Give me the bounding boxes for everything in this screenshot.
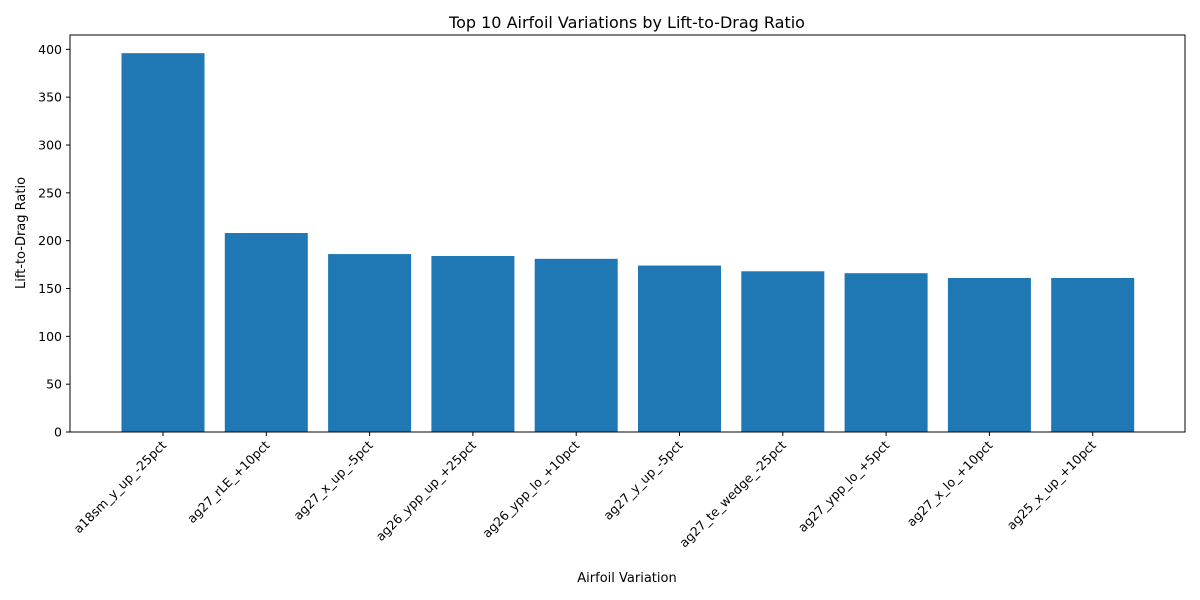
x-tick-label: ag27_x_lo_+10pct	[904, 437, 996, 529]
bar	[328, 254, 412, 432]
x-tick-label: ag25_x_up_+10pct	[1004, 437, 1099, 532]
bar	[947, 277, 1031, 432]
y-tick-label: 100	[38, 329, 62, 344]
plot-frame	[69, 34, 1186, 433]
bar	[741, 271, 825, 432]
chart-title: Top 10 Airfoil Variations by Lift-to-Dra…	[448, 13, 805, 32]
x-tick-label: ag26_ypp_up_+25pct	[373, 437, 479, 543]
bar	[431, 255, 515, 432]
x-tick-label: ag27_rLE_+10pct	[184, 437, 273, 526]
x-tick-label: a18sm_y_up_-25pct	[71, 437, 170, 536]
x-tick-label: ag27_x_up_-5pct	[290, 437, 375, 522]
x-tick-label: ag26_ypp_lo_+10pct	[479, 437, 582, 540]
y-tick-label: 50	[46, 377, 62, 392]
bar	[844, 273, 928, 432]
x-axis-label: Airfoil Variation	[577, 571, 676, 586]
y-tick-label: 300	[38, 138, 62, 153]
bar	[638, 265, 721, 432]
y-tick-label: 200	[38, 233, 62, 248]
y-tick-label: 250	[38, 185, 62, 200]
y-tick-label: 350	[38, 90, 62, 105]
bar	[224, 233, 308, 432]
x-tick-label: ag27_ypp_lo_+5pct	[795, 437, 892, 534]
bar	[1051, 277, 1135, 432]
y-tick-label: 0	[54, 425, 62, 440]
x-tick-label: ag27_te_wedge_-25pct	[676, 437, 789, 550]
bar	[121, 53, 205, 433]
bars	[121, 53, 1135, 433]
bar	[534, 258, 618, 432]
x-axis: a18sm_y_up_-25pct ag27_rLE_+10pct ag27_x_u…	[71, 432, 1099, 550]
x-tick-label: ag27_y_up_-5pct	[600, 437, 685, 522]
y-axis: 0 50 100 150 200 250 300 350 400	[38, 42, 70, 440]
y-tick-label: 400	[38, 42, 62, 57]
y-axis-label: Lift-to-Drag Ratio	[14, 177, 29, 289]
y-tick-label: 150	[38, 281, 62, 296]
